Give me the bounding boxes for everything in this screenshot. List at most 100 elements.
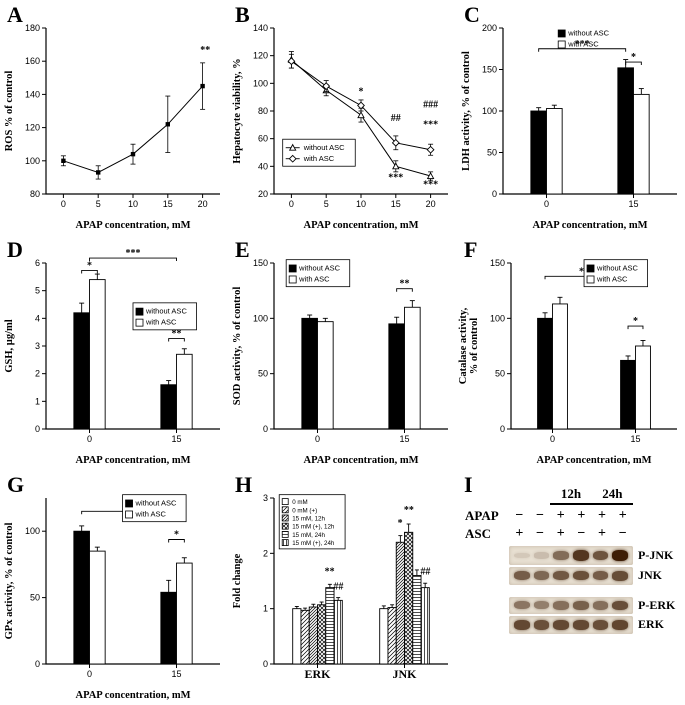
legend: without ASC with ASC	[282, 138, 356, 167]
svg-text:0: 0	[35, 659, 40, 669]
svg-text:140: 140	[25, 89, 40, 99]
svg-text:4: 4	[35, 313, 40, 323]
significance-annotations: ******	[81, 248, 185, 342]
significance-annotations: **##***##	[325, 505, 431, 592]
blot-lane	[512, 550, 532, 561]
significance-annotations: **	[396, 279, 413, 292]
svg-text:15: 15	[163, 199, 173, 209]
data-series	[73, 273, 193, 430]
blot-lane	[551, 620, 571, 630]
svg-text:0: 0	[544, 199, 549, 209]
svg-text:##: ##	[391, 113, 401, 124]
svg-text:*: *	[87, 260, 92, 271]
blot-lane	[610, 571, 630, 581]
svg-text:0 mM (+): 0 mM (+)	[292, 507, 317, 514]
svg-text:120: 120	[25, 123, 40, 133]
western-blot: 12h 24h APAP − − + + + + ASC + − + − + − P-JNK JNK P-ERK ER…	[465, 482, 683, 703]
svg-text:15 mM (+), 12h: 15 mM (+), 12h	[292, 524, 335, 531]
data-series	[301, 300, 421, 430]
svg-text:JNK: JNK	[393, 667, 418, 681]
axes: 20 40 60 80 100 120 140 0 5 10 15 20	[253, 23, 448, 209]
blot-band	[513, 620, 530, 630]
blot-lane	[591, 620, 611, 630]
panel-C: C 0 50 100 150 200 0 15 *** * without ASC with ASC…	[457, 0, 685, 235]
blot-lane	[512, 571, 532, 581]
svg-text:% of control: % of control	[469, 318, 480, 374]
condition-sign: +	[556, 508, 565, 523]
blot-strip	[509, 546, 633, 565]
time-header: 12h	[550, 486, 592, 505]
svg-text:20: 20	[258, 189, 268, 199]
panel-label-G: G	[7, 472, 25, 497]
significance-annotations: **	[200, 45, 210, 56]
svg-text:Catalase activity,: Catalase activity,	[458, 307, 469, 384]
legend: without ASC with ASC	[285, 259, 351, 288]
blot-lane	[591, 601, 611, 611]
svg-text:***: ***	[575, 39, 590, 50]
svg-text:*: *	[633, 316, 638, 327]
svg-text:***: ***	[423, 120, 438, 131]
svg-text:Hepatocyte viability, %: Hepatocyte viability, %	[232, 58, 243, 163]
svg-text:***: ***	[126, 248, 141, 259]
svg-text:**: **	[200, 45, 210, 56]
svg-text:5: 5	[324, 199, 329, 209]
data-series	[60, 62, 206, 180]
blot-band	[592, 601, 609, 610]
svg-text:3: 3	[35, 341, 40, 351]
blot-band	[592, 550, 609, 561]
panel-label-B: B	[235, 2, 250, 27]
blot-lane	[532, 601, 552, 611]
svg-text:ERK: ERK	[304, 667, 331, 681]
blot-band	[533, 571, 550, 581]
blot-band	[533, 601, 550, 610]
svg-text:###: ###	[423, 100, 438, 111]
blot-band	[533, 620, 550, 630]
svg-text:15: 15	[171, 669, 181, 679]
blot-band	[553, 551, 570, 560]
blot-band	[572, 550, 589, 561]
blot-lane	[551, 601, 571, 611]
svg-text:APAP concentration, mM: APAP concentration, mM	[76, 220, 191, 231]
axes: 80 100 120 140 160 180 0 5 10 15 20	[25, 23, 220, 209]
panel-label-C: C	[464, 2, 480, 27]
svg-text:*: *	[631, 52, 636, 63]
svg-text:15: 15	[399, 434, 409, 444]
svg-text:with ASC: with ASC	[145, 318, 177, 327]
blot-band	[612, 600, 629, 611]
svg-text:0: 0	[263, 659, 268, 669]
svg-text:APAP concentration, mM: APAP concentration, mM	[533, 220, 648, 231]
svg-text:**: **	[325, 566, 335, 577]
svg-text:0: 0	[61, 199, 66, 209]
data-series	[73, 525, 193, 665]
svg-text:with ASC: with ASC	[567, 39, 599, 48]
blot-band	[533, 552, 550, 559]
condition-row: APAP − − + + + +	[465, 508, 683, 524]
blot-label: P-ERK	[638, 597, 676, 612]
panel-label-H: H	[235, 472, 253, 497]
svg-text:with ASC: with ASC	[303, 154, 335, 163]
blot-band	[513, 601, 530, 610]
blot-lane	[610, 600, 630, 611]
svg-text:15 mM (+), 24h: 15 mM (+), 24h	[292, 540, 335, 547]
condition-label: ASC	[465, 526, 492, 541]
legend: without ASC with ASC	[132, 302, 197, 331]
legend: without ASC with ASC	[583, 259, 648, 288]
blot-group: P-ERK ERK	[465, 596, 683, 634]
svg-text:**: **	[172, 329, 182, 340]
svg-text:150: 150	[482, 65, 497, 75]
svg-text:APAP concentration, mM: APAP concentration, mM	[304, 455, 419, 466]
svg-text:*: *	[174, 530, 179, 541]
blot-strip	[509, 596, 633, 615]
data-series	[537, 296, 651, 430]
data-series	[292, 523, 430, 665]
condition-sign: −	[515, 508, 524, 523]
legend: without ASC with ASC	[557, 28, 610, 48]
svg-text:50: 50	[495, 369, 505, 379]
svg-text:GPx activity, % of control: GPx activity, % of control	[4, 523, 15, 640]
blot-strip	[509, 567, 633, 585]
